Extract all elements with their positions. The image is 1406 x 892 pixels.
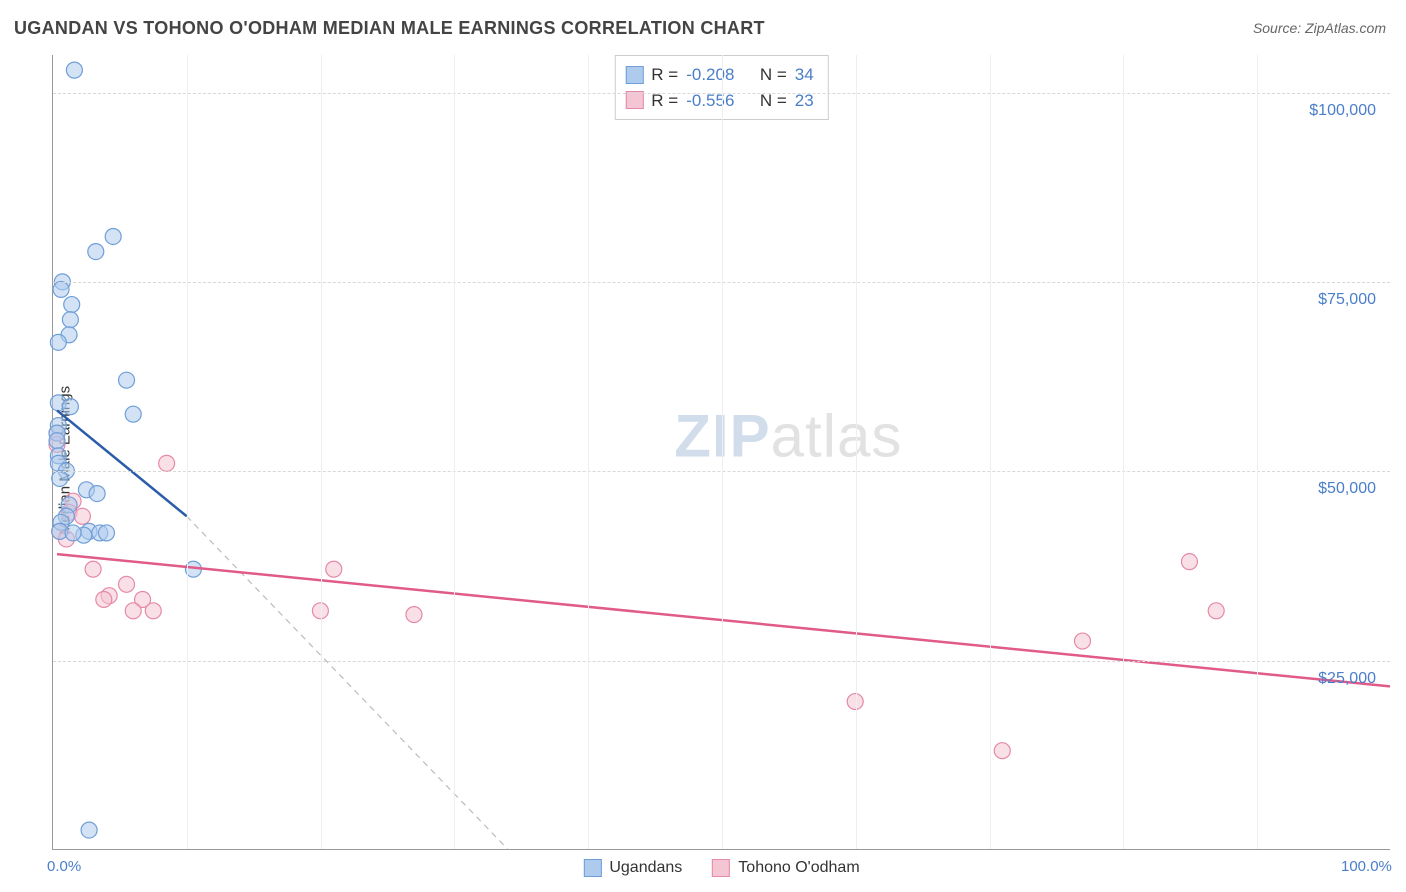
scatter-point <box>96 591 112 607</box>
gridline-v <box>187 55 188 849</box>
scatter-point <box>62 312 78 328</box>
stat-n-label: N = <box>760 62 787 88</box>
gridline-v <box>990 55 991 849</box>
stat-r-label: R = <box>651 62 678 88</box>
scatter-point <box>105 228 121 244</box>
regression-line <box>57 554 1390 686</box>
scatter-point <box>145 603 161 619</box>
swatch-tohono-icon <box>712 859 730 877</box>
stat-n-label: N = <box>760 88 787 114</box>
swatch-ugandans-icon <box>625 66 643 84</box>
scatter-point <box>88 244 104 260</box>
gridline-v <box>321 55 322 849</box>
stat-r-label: R = <box>651 88 678 114</box>
source-label: Source: ZipAtlas.com <box>1253 20 1386 36</box>
scatter-point <box>159 455 175 471</box>
stat-r-ugandans: -0.208 <box>686 62 734 88</box>
legend-label-tohono: Tohono O'odham <box>738 859 859 877</box>
stat-n-tohono: 23 <box>795 88 814 114</box>
legend-item-ugandans: Ugandans <box>583 859 682 877</box>
xtick-label: 100.0% <box>1341 858 1392 875</box>
scatter-point <box>62 399 78 415</box>
scatter-point <box>81 822 97 838</box>
scatter-point <box>65 525 81 541</box>
gridline-v <box>588 55 589 849</box>
regression-line <box>187 516 508 849</box>
chart-title: UGANDAN VS TOHONO O'ODHAM MEDIAN MALE EA… <box>14 18 765 39</box>
ytick-label: $25,000 <box>1318 670 1376 688</box>
legend-item-tohono: Tohono O'odham <box>712 859 859 877</box>
scatter-point <box>119 372 135 388</box>
scatter-point <box>50 334 66 350</box>
gridline-v <box>454 55 455 849</box>
ytick-label: $50,000 <box>1318 480 1376 498</box>
xtick-label: 0.0% <box>47 858 81 875</box>
scatter-point <box>49 433 65 449</box>
legend-label-ugandans: Ugandans <box>609 859 682 877</box>
gridline-v <box>1257 55 1258 849</box>
scatter-point <box>74 508 90 524</box>
scatter-point <box>85 561 101 577</box>
stats-row-tohono: R = -0.556 N = 23 <box>625 88 813 114</box>
scatter-point <box>64 297 80 313</box>
scatter-point <box>1074 633 1090 649</box>
plot-area: Median Male Earnings ZIPatlas R = -0.208… <box>52 55 1390 850</box>
ytick-label: $75,000 <box>1318 291 1376 309</box>
gridline-v <box>1123 55 1124 849</box>
scatter-point <box>1208 603 1224 619</box>
scatter-point <box>406 607 422 623</box>
gridline-v <box>722 55 723 849</box>
scatter-point <box>125 406 141 422</box>
scatter-point <box>326 561 342 577</box>
gridline-v <box>856 55 857 849</box>
stat-r-tohono: -0.556 <box>686 88 734 114</box>
scatter-point <box>66 62 82 78</box>
scatter-point <box>119 576 135 592</box>
stat-n-ugandans: 34 <box>795 62 814 88</box>
swatch-ugandans-icon <box>583 859 601 877</box>
scatter-point <box>125 603 141 619</box>
scatter-point <box>53 281 69 297</box>
scatter-point <box>1181 554 1197 570</box>
scatter-point <box>994 743 1010 759</box>
ytick-label: $100,000 <box>1309 102 1376 120</box>
bottom-legend: Ugandans Tohono O'odham <box>583 859 859 877</box>
swatch-tohono-icon <box>625 91 643 109</box>
stats-row-ugandans: R = -0.208 N = 34 <box>625 62 813 88</box>
scatter-point <box>98 525 114 541</box>
scatter-point <box>89 486 105 502</box>
scatter-point <box>52 470 68 486</box>
